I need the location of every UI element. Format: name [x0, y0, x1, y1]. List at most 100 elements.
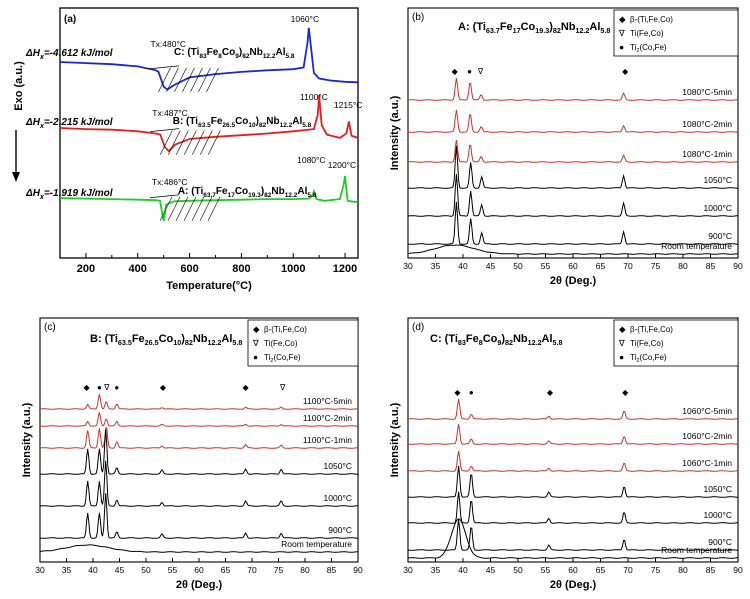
- xrd-curve: [407, 398, 738, 420]
- panel-b: (b) A: (Ti63.7Fe17Co19.3)82Nb12.2Al5.8 30 3…: [389, 7, 743, 287]
- panel-title-part: 10: [173, 339, 181, 347]
- phase-marker: ◆: [547, 388, 554, 397]
- dsc-curve: [59, 94, 359, 153]
- x-tick-label: 90: [733, 565, 743, 575]
- x-tick-label: 55: [168, 565, 178, 575]
- baseline-tangent: [148, 65, 180, 70]
- x-tick-label: 90: [353, 565, 363, 575]
- panel-title-part: 9: [497, 339, 501, 347]
- x-tick-label: 75: [651, 261, 661, 271]
- phase-marker: ●: [467, 67, 472, 76]
- phase-marker: ◆: [622, 388, 629, 397]
- legend-label: β-(Ti,Fe,Co): [630, 325, 673, 334]
- x-axis-label: 2θ (Deg.): [550, 275, 597, 287]
- x-tick-label: 40: [88, 565, 98, 575]
- hatch-line: [160, 130, 173, 155]
- peak-label: 1060°C: [291, 14, 319, 24]
- sample-label-part: ): [261, 186, 264, 197]
- panel-title-part: 12.2: [575, 27, 589, 35]
- panel-title-part: Nb: [193, 333, 208, 345]
- series-label: 1100°C-5min: [303, 396, 352, 406]
- panel-title-part: 19.3: [535, 27, 549, 35]
- phase-marker: ∇: [103, 383, 110, 392]
- enthalpy-sub: x: [39, 194, 45, 201]
- x-tick-label: 30: [403, 565, 413, 575]
- enthalpy-symbol: ΔH: [25, 188, 41, 199]
- phase-marker: ∇: [279, 383, 286, 392]
- panel-title-part: ): [501, 333, 505, 345]
- xrd-curve: [39, 544, 358, 553]
- xrd-curve: [407, 491, 739, 524]
- legend-label-part: Ti: [264, 353, 271, 362]
- hatch-line: [192, 130, 205, 155]
- series-label: 1100°C-1min: [303, 435, 352, 445]
- panel-title-part: Nb: [561, 21, 576, 33]
- legend-label-part: (Co,Fe): [273, 353, 300, 362]
- sample-label-part: ): [239, 47, 242, 58]
- panel-title-part: 26.5: [145, 339, 159, 347]
- hatch-line: [167, 196, 181, 221]
- x-tick-label: 35: [431, 261, 441, 271]
- series-label: Room temperature: [661, 545, 732, 555]
- legend-label-part: 2: [636, 358, 639, 364]
- panel-c: (c) B: (Ti63.5Fe26.5Co10)82Nb12.2Al5.8 30 3…: [21, 317, 363, 591]
- sample-label-part: 63.7: [203, 192, 216, 199]
- phase-marker: ●: [469, 388, 474, 397]
- legend-label: Ti(Fe,Co): [630, 29, 664, 38]
- sample-label-part: Nb: [271, 186, 284, 197]
- phase-marker: ∇: [477, 67, 484, 76]
- legend-label-part: (Co,Fe): [639, 43, 666, 52]
- series-label: Room temperature: [661, 241, 732, 251]
- x-tick-label: 55: [541, 565, 551, 575]
- x-tick-label: 1200: [333, 263, 357, 275]
- hatch-line: [166, 67, 179, 93]
- hatch-line: [190, 67, 203, 93]
- sample-label: A: (Ti63.7Fe17Co19.3)82Nb12.2Al5.8: [178, 186, 317, 199]
- x-tick-label: 400: [129, 263, 147, 275]
- enthalpy-label: ΔHx=-4.612 kJ/mol: [25, 48, 113, 61]
- legend-symbol: ∇: [618, 28, 626, 38]
- hatch-line: [174, 67, 187, 93]
- tx-label: Tx:480°C: [150, 39, 186, 49]
- legend-label-part: (Co,Fe): [639, 353, 666, 362]
- series-label: 900°C: [708, 537, 732, 547]
- series-label: 1080°C-2min: [682, 119, 732, 129]
- panel-title-part: A: (Ti: [458, 21, 486, 33]
- xrd-curve: [407, 145, 739, 189]
- panel-title-part: Al: [589, 21, 600, 33]
- x-tick-label: 85: [706, 261, 716, 271]
- xrd-curve: [407, 518, 739, 551]
- legend-label: Ti(Fe,Co): [264, 339, 298, 348]
- xrd-curve: [39, 394, 359, 410]
- enthalpy-label: ΔHx=-2.215 kJ/mol: [25, 117, 113, 130]
- series-label: 1000°C: [704, 203, 732, 213]
- phase-marker: ◆: [622, 67, 629, 76]
- panel-title-part: Fe: [132, 333, 145, 345]
- legend-symbol: ∇: [618, 338, 626, 348]
- legend-label: β-(Ti,Fe,Co): [630, 15, 673, 24]
- series-label: 1060°C-1min: [682, 458, 732, 468]
- x-tick-label: 55: [541, 261, 551, 271]
- xrd-curve: [407, 450, 738, 472]
- x-tick-label: 65: [596, 565, 606, 575]
- sample-label-part: C: (Ti: [174, 47, 200, 58]
- x-tick-label: 75: [274, 565, 284, 575]
- peak-label: 1080°C: [297, 155, 325, 165]
- legend-symbol: ●: [253, 352, 258, 362]
- plot-frame: [59, 7, 359, 259]
- hatch-line: [199, 196, 213, 221]
- xrd-curve: [407, 244, 739, 255]
- legend-label-part: Ti: [630, 353, 637, 362]
- sample-label-part: B: (Ti: [173, 116, 199, 127]
- panel-title-part: 5.8: [232, 339, 242, 347]
- legend-box: [247, 319, 359, 367]
- sample-label-part: 12.2: [263, 53, 276, 60]
- sample-label-part: Co: [222, 47, 235, 58]
- x-tick-label: 30: [403, 261, 413, 271]
- legend-label: Ti2(Co,Fe): [630, 353, 667, 364]
- phase-marker: ◆: [243, 383, 250, 392]
- sample-label-part: Nb: [249, 47, 262, 58]
- series-label: 900°C: [328, 525, 352, 535]
- panel-title-part: 63.7: [486, 27, 500, 35]
- panel-title-part: Nb: [513, 333, 528, 345]
